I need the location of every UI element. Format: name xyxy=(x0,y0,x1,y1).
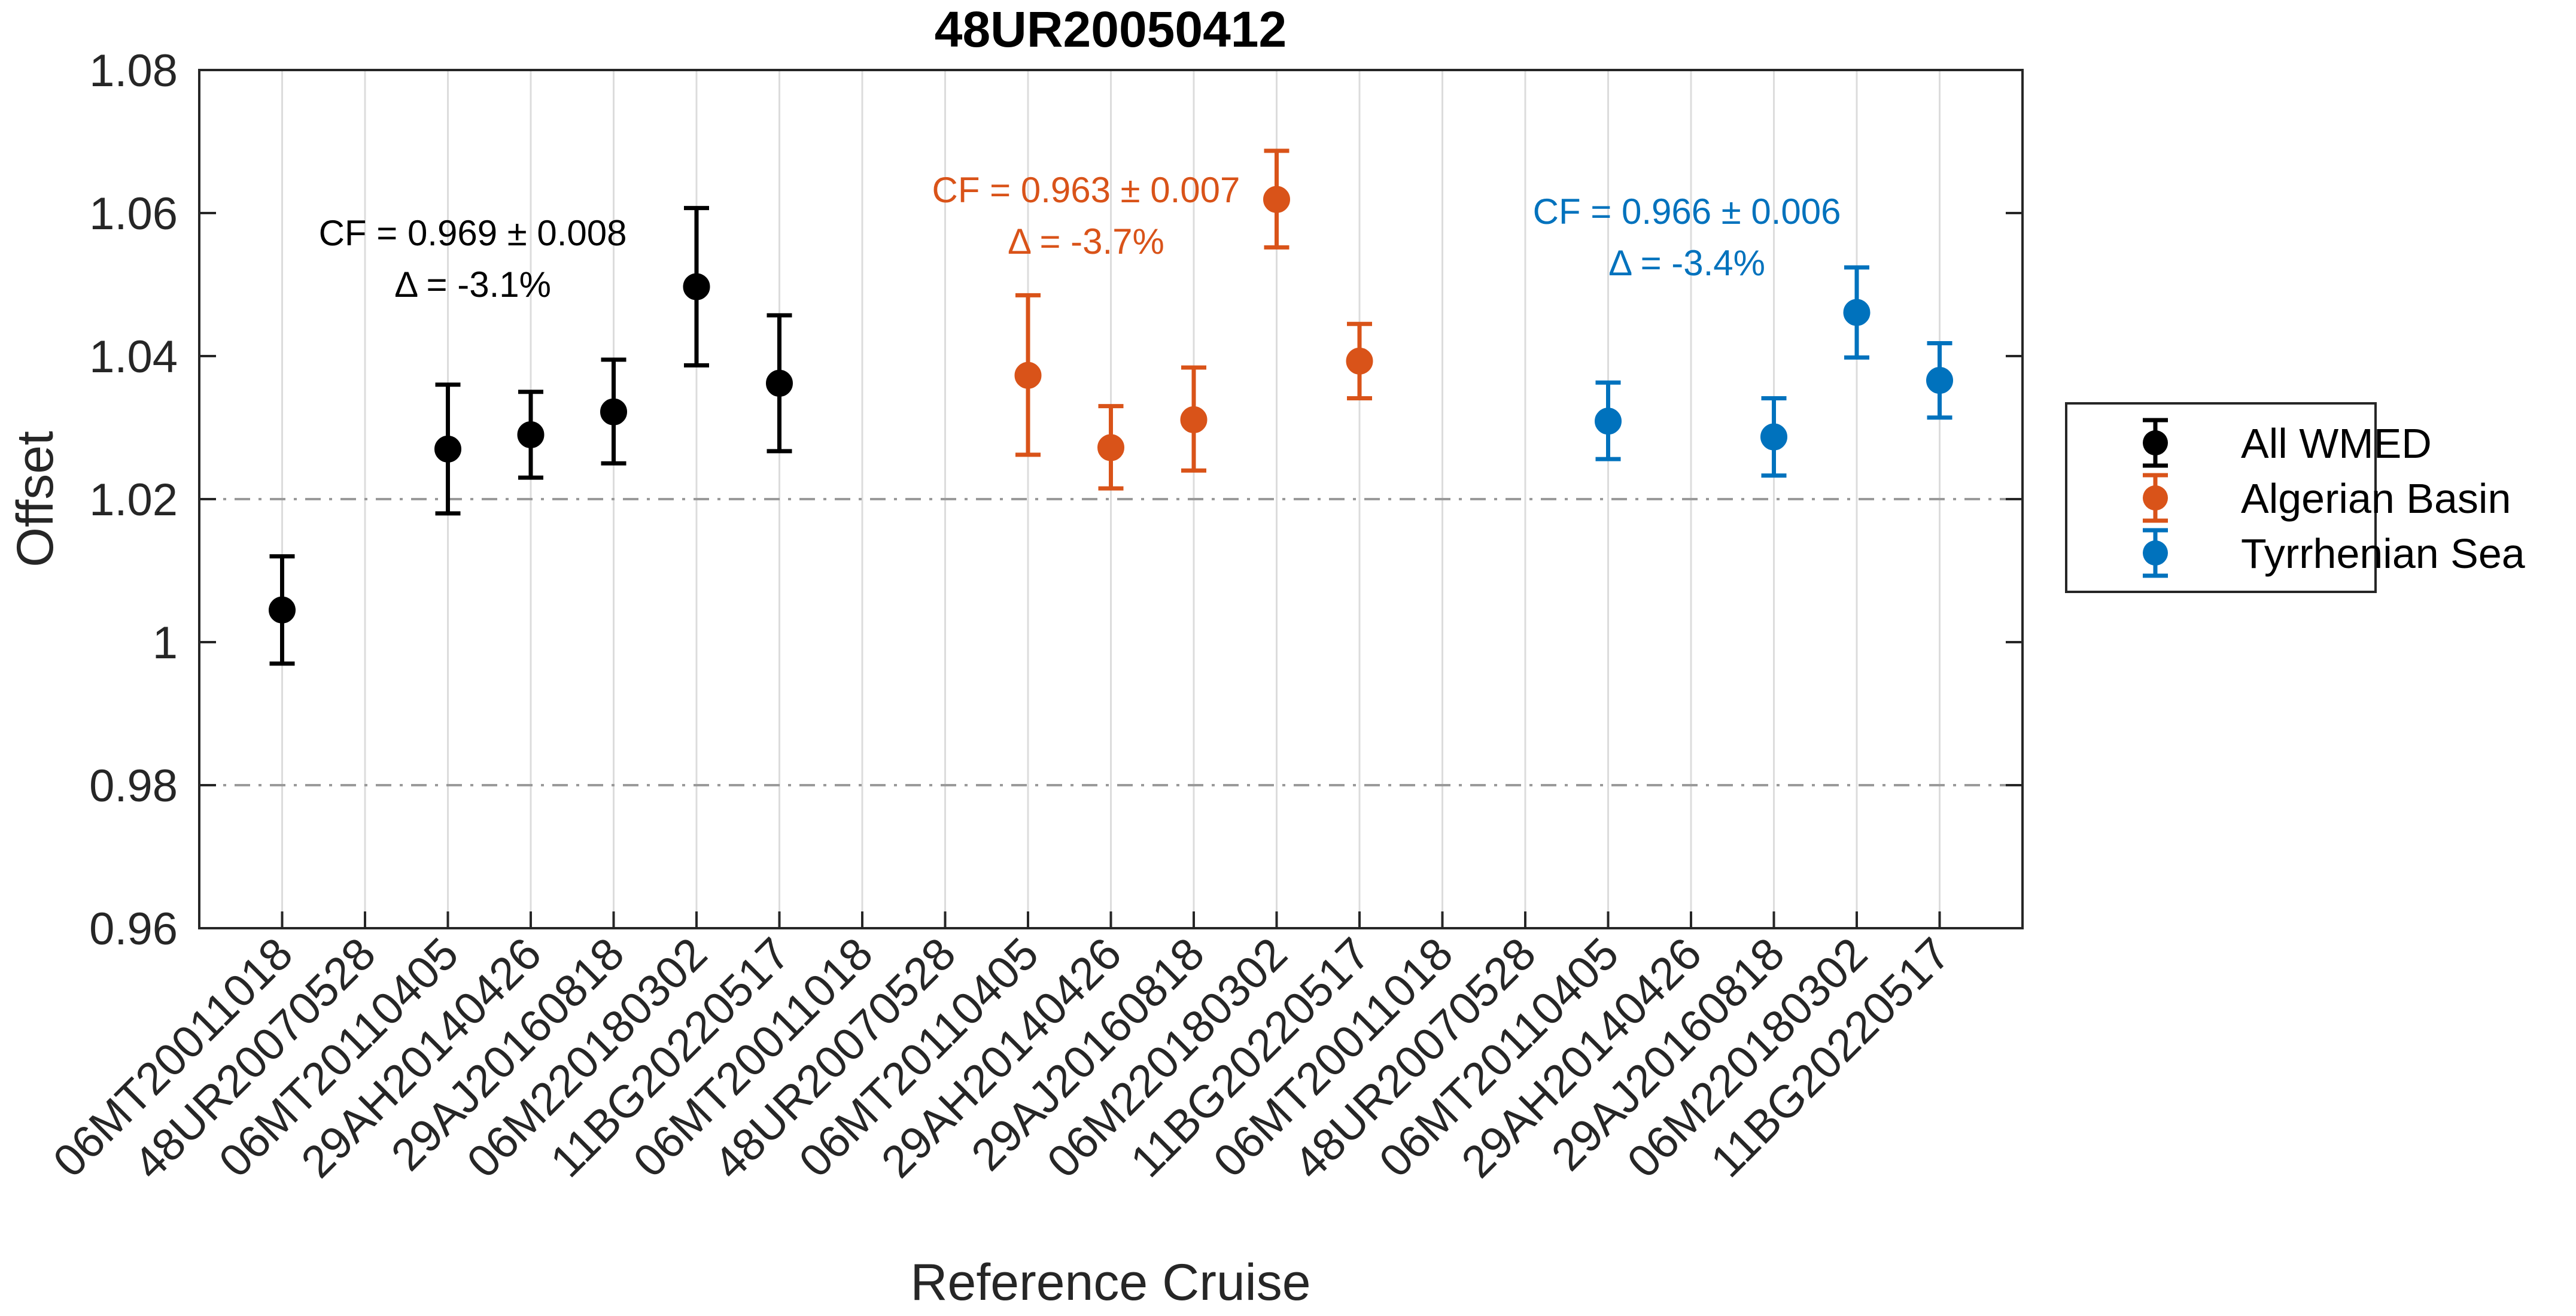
annotations: CF = 0.969 ± 0.008 Δ = -3.1% CF = 0.963 ± … xyxy=(319,170,1841,305)
y-tick-label: 1.02 xyxy=(89,475,178,525)
series xyxy=(1595,265,1953,478)
y-tick-label: 0.98 xyxy=(89,761,178,812)
legend-entry: All WMED xyxy=(2143,418,2432,468)
legend-entry: Algerian Basin xyxy=(2143,473,2511,523)
data-point xyxy=(434,435,461,463)
data-point xyxy=(1097,434,1124,461)
data-point xyxy=(600,398,627,426)
legend-box xyxy=(2065,402,2377,593)
legend-swatch-marker xyxy=(2143,430,2168,455)
legend-label: Algerian Basin xyxy=(2241,475,2511,522)
data-series xyxy=(269,148,1953,666)
data-point xyxy=(517,421,545,448)
x-axis: 06MT2001101848UR2007052806MT2011040529AH… xyxy=(44,911,1960,1190)
legend-entry: Tyrrhenian Sea xyxy=(2143,528,2525,578)
data-point xyxy=(766,369,793,397)
legend-swatch-marker xyxy=(2143,540,2168,566)
legend-swatch-marker xyxy=(2143,485,2168,510)
annotation-delta: Δ = -3.4% xyxy=(1608,243,1765,283)
y-tick-label: 1.06 xyxy=(89,189,178,239)
data-point xyxy=(683,273,710,300)
chart-title: 48UR20050412 xyxy=(935,1,1287,57)
data-point xyxy=(1014,361,1042,389)
annotation-delta: Δ = -3.1% xyxy=(394,265,551,305)
data-point xyxy=(1843,299,1871,326)
data-point xyxy=(1263,186,1290,213)
x-axis-label: Reference Cruise xyxy=(910,1254,1310,1311)
y-tick-label: 1.04 xyxy=(89,332,178,382)
series xyxy=(1014,148,1373,491)
y-tick-label: 0.96 xyxy=(89,904,178,955)
data-point xyxy=(1760,423,1787,451)
data-point xyxy=(1346,347,1373,375)
y-tick-label: 1.08 xyxy=(89,45,178,96)
annotation-cf: CF = 0.969 ± 0.008 xyxy=(319,213,627,253)
y-tick-label: 1 xyxy=(153,618,178,668)
annotation-cf: CF = 0.963 ± 0.007 xyxy=(932,170,1240,210)
legend-label: Tyrrhenian Sea xyxy=(2241,530,2525,577)
legend: All WMED Algerian Basin Tyrrhenian Sea xyxy=(2065,402,2525,593)
y-axis: 0.96 0.98 1 1.02 1.04 1.06 1.08 xyxy=(89,45,2023,955)
data-point xyxy=(1926,367,1953,394)
data-point xyxy=(1595,408,1622,435)
data-point xyxy=(1180,406,1208,433)
reference-lines xyxy=(199,498,2023,786)
y-axis-label: Offset xyxy=(7,431,64,567)
legend-label: All WMED xyxy=(2241,420,2432,467)
annotation-delta: Δ = -3.7% xyxy=(1008,221,1164,262)
legend-entries: All WMED Algerian Basin Tyrrhenian Sea xyxy=(2143,418,2525,578)
data-point xyxy=(269,596,296,624)
series xyxy=(269,206,793,666)
annotation-cf: CF = 0.966 ± 0.006 xyxy=(1533,192,1841,232)
